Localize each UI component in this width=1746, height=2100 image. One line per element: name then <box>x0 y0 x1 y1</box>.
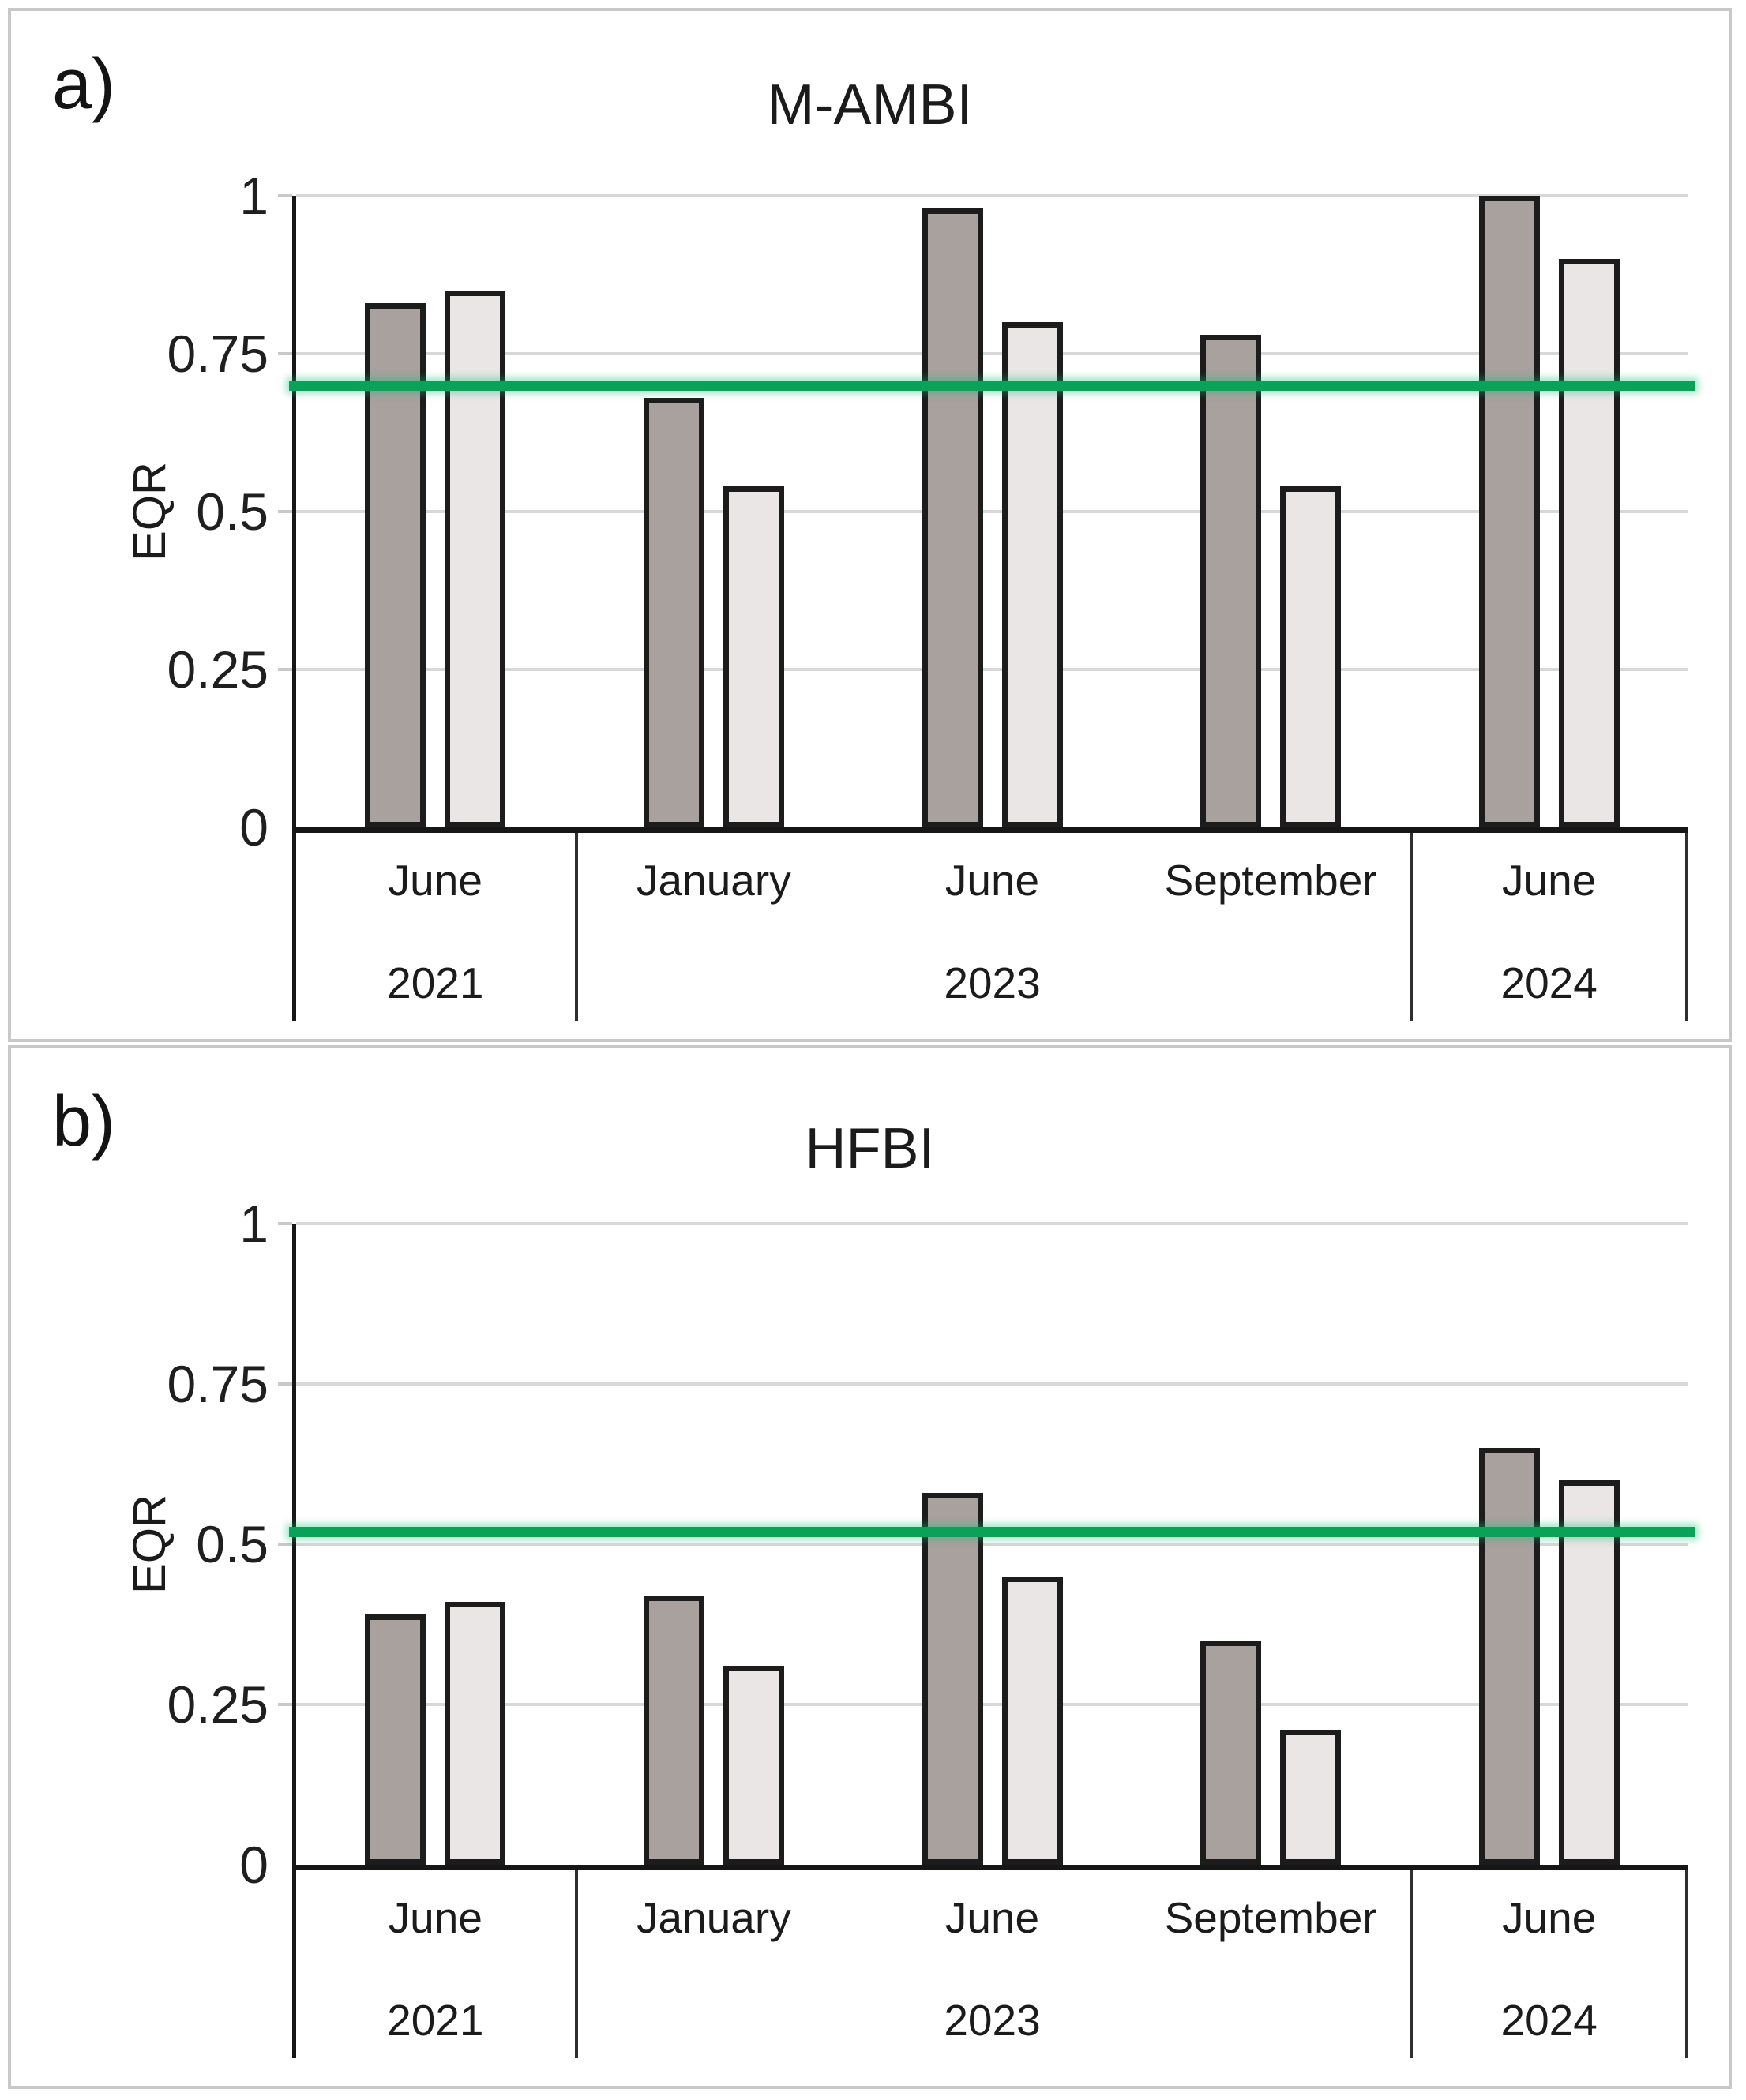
light-bar <box>723 1666 784 1865</box>
gridline <box>296 1382 1688 1386</box>
gridline <box>296 352 1688 355</box>
panel-b-label: b) <box>52 1082 116 1161</box>
y-tick-label: 1 <box>239 1194 268 1253</box>
y-tick-label: 1 <box>239 167 268 225</box>
category-axis-right-border <box>1685 833 1688 1021</box>
light-bar <box>445 291 506 827</box>
year-label: 2021 <box>387 1996 484 2045</box>
month-label: June <box>944 856 1040 905</box>
dark-bar <box>1200 1640 1262 1865</box>
year-label: 2024 <box>1500 958 1598 1007</box>
y-tick-label: 0 <box>239 798 268 857</box>
year-group-separator <box>574 833 578 1021</box>
year-label: 2021 <box>387 958 484 1007</box>
gridline <box>296 1703 1688 1706</box>
y-tick-label: 0.5 <box>196 1515 268 1573</box>
y-axis-tick <box>278 194 292 197</box>
y-tick-label: 0.75 <box>167 1355 268 1413</box>
panel-a-label: a) <box>52 45 116 124</box>
year-label: 2023 <box>944 958 1041 1007</box>
chart-b-plot-area: 1 0.75 0.5 0.25 0 <box>167 1196 1695 1892</box>
month-label: June <box>388 856 482 905</box>
light-bar <box>1280 1730 1342 1865</box>
y-axis-tick <box>278 510 292 513</box>
light-bar <box>1558 259 1620 827</box>
year-group-separator <box>1410 833 1414 1021</box>
chart-a-plot-area: 1 0.75 0.5 0.25 0 <box>167 168 1695 855</box>
y-axis-tick <box>278 1703 292 1706</box>
month-label: June <box>388 1893 482 1942</box>
light-bar <box>1558 1479 1620 1865</box>
dark-bar <box>643 398 704 827</box>
y-tick-label: 0 <box>239 1836 268 1894</box>
reference-line <box>289 381 1695 391</box>
gridline <box>296 668 1688 671</box>
month-label: June <box>1502 1893 1597 1942</box>
category-axis-left-border <box>292 1870 296 2058</box>
panel-b-hfbi: b) HFBI EQR 1 0.75 0.5 0.25 0 June January Jun… <box>8 1045 1732 2089</box>
dark-bar <box>1478 196 1540 827</box>
chart-b-title: HFBI <box>805 1117 935 1180</box>
panel-a-m-ambi: a) M-AMBI EQR 1 0.75 0.5 0.25 0 June January J… <box>8 8 1732 1042</box>
y-axis-tick <box>278 1543 292 1546</box>
month-label: January <box>636 856 791 905</box>
dark-bar <box>365 1614 426 1865</box>
chart-b-category-axis: June January June September June 2021 2023 2024 <box>292 1870 1688 2058</box>
month-label: September <box>1164 1893 1377 1942</box>
dark-bar <box>922 1493 983 1865</box>
y-axis-tick <box>278 668 292 671</box>
month-label: June <box>1502 856 1597 905</box>
gridline <box>296 1222 1688 1225</box>
month-label: September <box>1164 856 1377 905</box>
y-tick-label: 0.75 <box>167 324 268 383</box>
dark-bar <box>1200 335 1262 827</box>
dark-bar <box>643 1595 704 1865</box>
month-label: June <box>944 1893 1040 1942</box>
year-group-separator <box>574 1870 578 2058</box>
category-axis-left-border <box>292 833 296 1021</box>
gridline <box>296 1543 1688 1546</box>
light-bar <box>1280 486 1342 827</box>
light-bar <box>723 486 784 827</box>
light-bar <box>445 1602 506 1865</box>
gridline <box>296 194 1688 197</box>
category-axis-right-border <box>1685 1870 1688 2058</box>
dark-bar <box>922 208 983 827</box>
year-group-separator <box>1410 1870 1414 2058</box>
year-label: 2024 <box>1500 1996 1598 2045</box>
light-bar <box>1001 322 1063 827</box>
chart-a-category-axis: June January June September June 2021 2023 2024 <box>292 833 1688 1021</box>
reference-line <box>289 1526 1695 1537</box>
y-axis-tick <box>278 1382 292 1386</box>
y-axis-tick <box>278 1222 292 1225</box>
y-tick-label: 0.5 <box>196 482 268 541</box>
y-axis-tick <box>278 352 292 355</box>
month-label: January <box>636 1893 791 1942</box>
gridline <box>296 510 1688 513</box>
light-bar <box>1001 1576 1063 1865</box>
dark-bar <box>1478 1448 1540 1865</box>
y-tick-label: 0.25 <box>167 640 268 699</box>
chart-a-title: M-AMBI <box>767 73 973 137</box>
year-label: 2023 <box>944 1996 1041 2045</box>
y-tick-label: 0.25 <box>167 1675 268 1734</box>
